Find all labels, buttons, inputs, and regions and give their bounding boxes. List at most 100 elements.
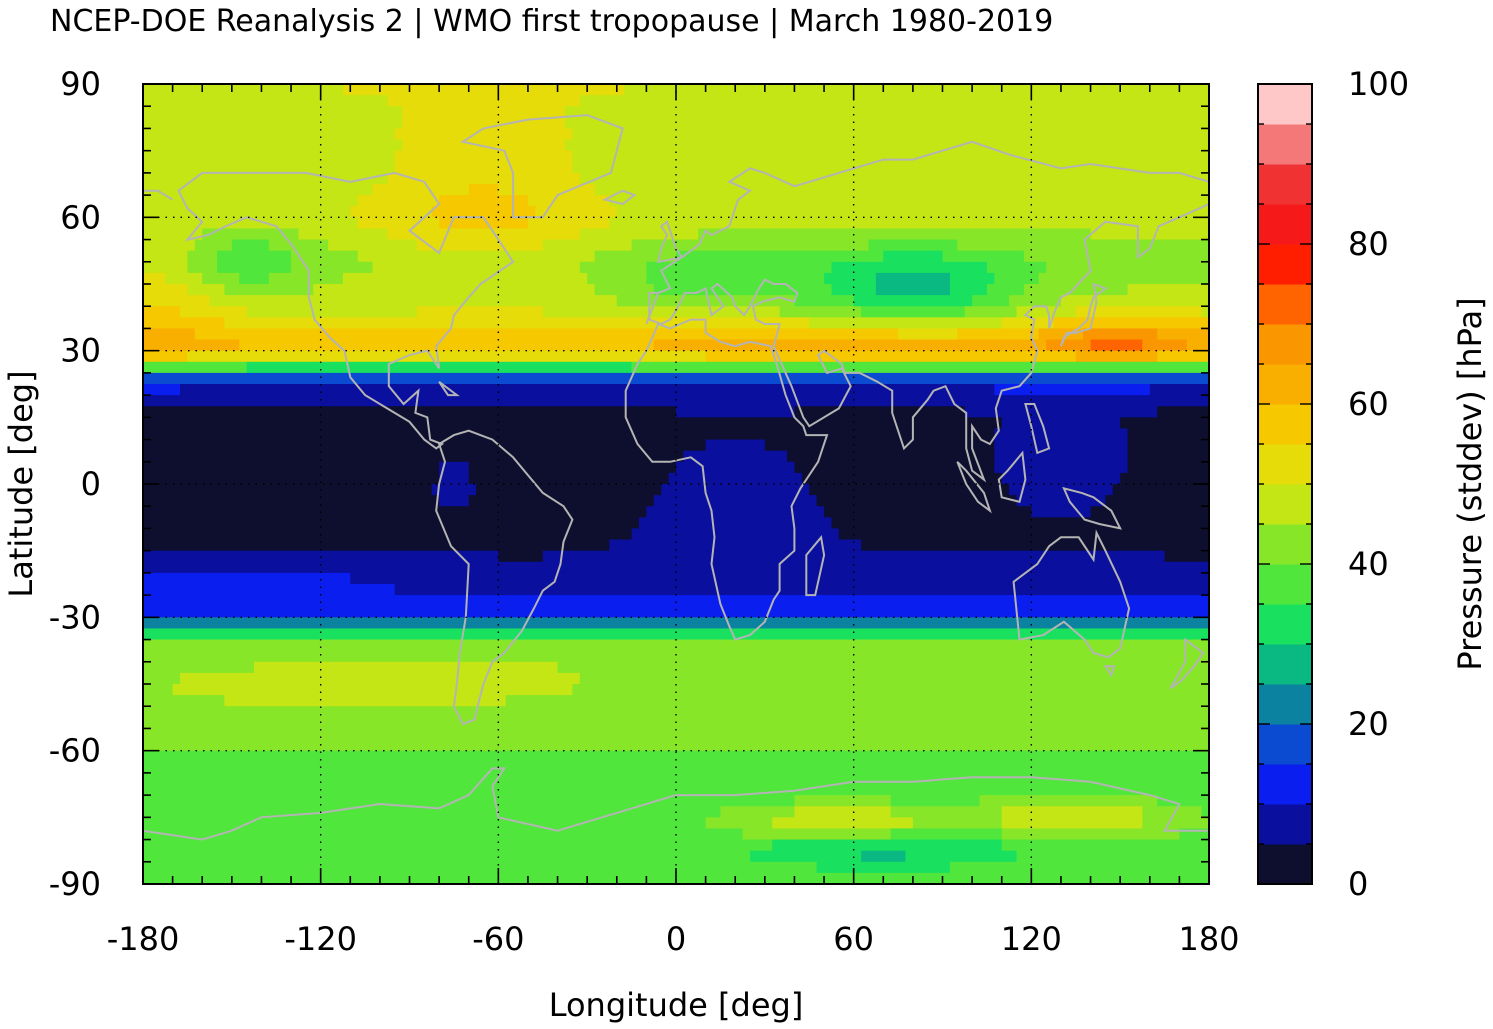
field-cell xyxy=(394,161,573,174)
coastline xyxy=(143,189,174,201)
field-cell xyxy=(180,306,248,318)
y-tick-label: -60 xyxy=(49,732,101,770)
coastline xyxy=(602,189,637,206)
field-cell xyxy=(431,206,536,218)
field-cell xyxy=(498,550,544,563)
field-cell xyxy=(143,684,174,696)
field-cell xyxy=(387,95,581,107)
coastline xyxy=(1059,282,1108,347)
field-cell xyxy=(143,628,1209,641)
field-cell xyxy=(1001,828,1180,841)
field-cell xyxy=(1127,450,1209,463)
field-cell xyxy=(180,672,581,685)
field-cell xyxy=(402,106,566,118)
colorbar-tick-labels: 0 20 40 60 80 100 xyxy=(1348,65,1409,903)
field-cell xyxy=(468,495,655,507)
x-tick-label: -120 xyxy=(284,920,357,958)
field-cell xyxy=(1060,295,1209,307)
field-cell xyxy=(143,706,1209,718)
field-cell xyxy=(143,672,181,685)
field-cell xyxy=(1179,828,1209,841)
field-cell xyxy=(439,495,470,507)
field-cell xyxy=(416,306,544,318)
field-cell xyxy=(787,450,995,463)
grid-lines xyxy=(143,84,1209,884)
field-cell xyxy=(764,439,995,452)
y-tick-label: 30 xyxy=(60,332,101,370)
field-cell xyxy=(1001,317,1055,330)
field-cell xyxy=(535,206,618,218)
colorbar-label: Pressure (stddev) [hPa] xyxy=(1451,297,1489,670)
field-cell xyxy=(1023,284,1129,296)
field-cell xyxy=(143,661,255,674)
coastline xyxy=(645,140,1209,325)
field-cell xyxy=(357,217,440,230)
field-cell xyxy=(1164,550,1209,563)
field-cell xyxy=(1001,806,1143,818)
field-cell xyxy=(1142,806,1203,818)
field-cell xyxy=(824,272,877,285)
field-cell xyxy=(143,595,1209,607)
field-cell xyxy=(890,828,1003,841)
field-cell xyxy=(1157,406,1209,418)
field-cell xyxy=(194,239,233,252)
field-cell xyxy=(143,339,240,352)
field-cell xyxy=(202,272,240,285)
field-cell xyxy=(1046,339,1092,352)
field-cell xyxy=(1016,495,1106,507)
field-cell xyxy=(912,817,1003,830)
field-cell xyxy=(994,428,1129,441)
field-cell xyxy=(143,284,189,296)
field-cell xyxy=(143,806,722,818)
field-cell xyxy=(342,84,625,96)
field-cell xyxy=(809,484,1010,496)
field-cell xyxy=(572,150,1209,163)
field-cell xyxy=(875,272,951,285)
x-tick-label: 180 xyxy=(1178,920,1239,958)
y-axis-label: Latitude [deg] xyxy=(2,370,40,597)
field-cell xyxy=(387,172,581,185)
axis-ticks xyxy=(142,83,1210,885)
field-cell xyxy=(143,750,1209,763)
coastline xyxy=(1169,637,1205,690)
field-cell xyxy=(143,306,181,318)
field-cell xyxy=(564,117,1209,130)
field-cell xyxy=(853,295,973,307)
colorbar-tick-label: 100 xyxy=(1348,65,1409,103)
field-cell xyxy=(231,239,270,252)
field-cell xyxy=(187,250,218,263)
field-cell xyxy=(527,195,610,207)
colorbar-level xyxy=(1258,204,1312,245)
field-cell xyxy=(557,661,1209,674)
field-cell xyxy=(1083,328,1158,341)
field-cell xyxy=(143,117,403,130)
field-cell xyxy=(1075,350,1158,363)
field-cell xyxy=(646,261,833,274)
field-cell xyxy=(143,695,226,707)
field-cell xyxy=(579,172,1209,185)
field-cell xyxy=(143,228,203,241)
coastline xyxy=(438,380,460,397)
field-cell xyxy=(816,861,951,874)
y-tick-label: 90 xyxy=(60,65,101,103)
field-cell xyxy=(468,472,670,485)
field-cell xyxy=(143,206,351,218)
field-cell xyxy=(1046,261,1209,274)
field-cell xyxy=(143,728,1209,741)
field-cell xyxy=(861,539,1209,552)
field-cell xyxy=(143,495,440,507)
colorbar-level xyxy=(1258,124,1312,165)
coastline xyxy=(624,318,829,641)
chart-title: NCEP-DOE Reanalysis 2 | WMO first tropop… xyxy=(50,4,1053,39)
field-cell xyxy=(994,272,1040,285)
field-cell xyxy=(527,217,610,230)
field-cell xyxy=(1201,306,1209,318)
colorbar-level xyxy=(1258,684,1312,725)
x-tick-label: 0 xyxy=(666,920,686,958)
field-cell xyxy=(143,561,1209,574)
field-cell xyxy=(616,206,1209,218)
field-cell xyxy=(1001,417,1121,430)
field-cell xyxy=(143,150,396,163)
field-cell xyxy=(979,795,1158,807)
